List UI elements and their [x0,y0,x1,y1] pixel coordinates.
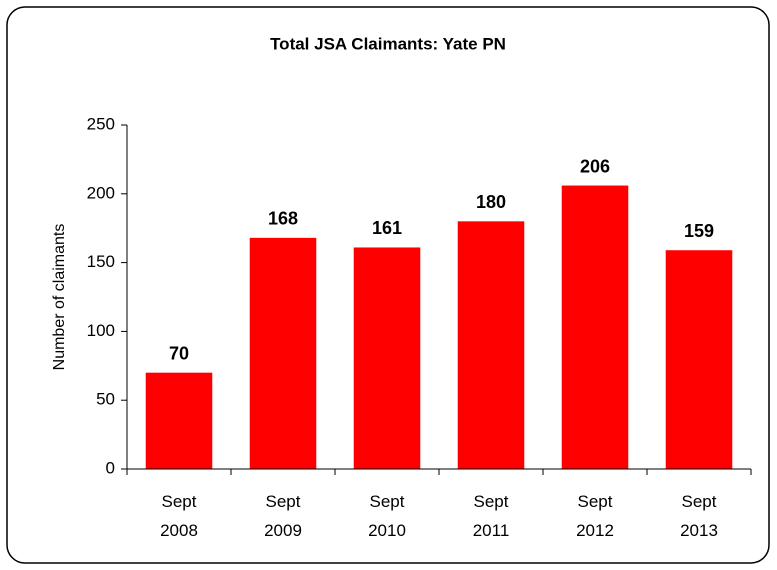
value-label: 180 [476,192,506,212]
y-axis-label: Number of claimants [51,224,68,371]
x-tick-label: Sept 2013 [680,492,718,540]
bar [457,221,525,469]
bar [249,237,317,469]
value-label: 70 [169,343,189,363]
value-label: 159 [684,221,714,241]
bar [665,250,733,469]
value-label: 161 [372,218,402,238]
x-tick-label: Sept 2012 [576,492,614,540]
bar [561,185,629,469]
y-tick-label: 50 [96,390,115,409]
bar [353,247,421,469]
y-tick-label: 150 [87,252,115,271]
value-label: 168 [268,209,298,229]
x-tick-label: Sept 2009 [264,492,302,540]
chart-title: Total JSA Claimants: Yate PN [270,34,506,53]
y-tick-label: 0 [106,458,115,477]
y-tick-label: 100 [87,321,115,340]
y-tick-label: 200 [87,183,115,202]
bar [145,372,213,469]
x-tick-label: Sept 2011 [473,492,510,540]
x-tick-label: Sept 2008 [160,492,198,540]
x-tick-label: Sept 2010 [368,492,406,540]
y-tick-label: 250 [87,114,115,133]
value-label: 206 [580,156,610,176]
